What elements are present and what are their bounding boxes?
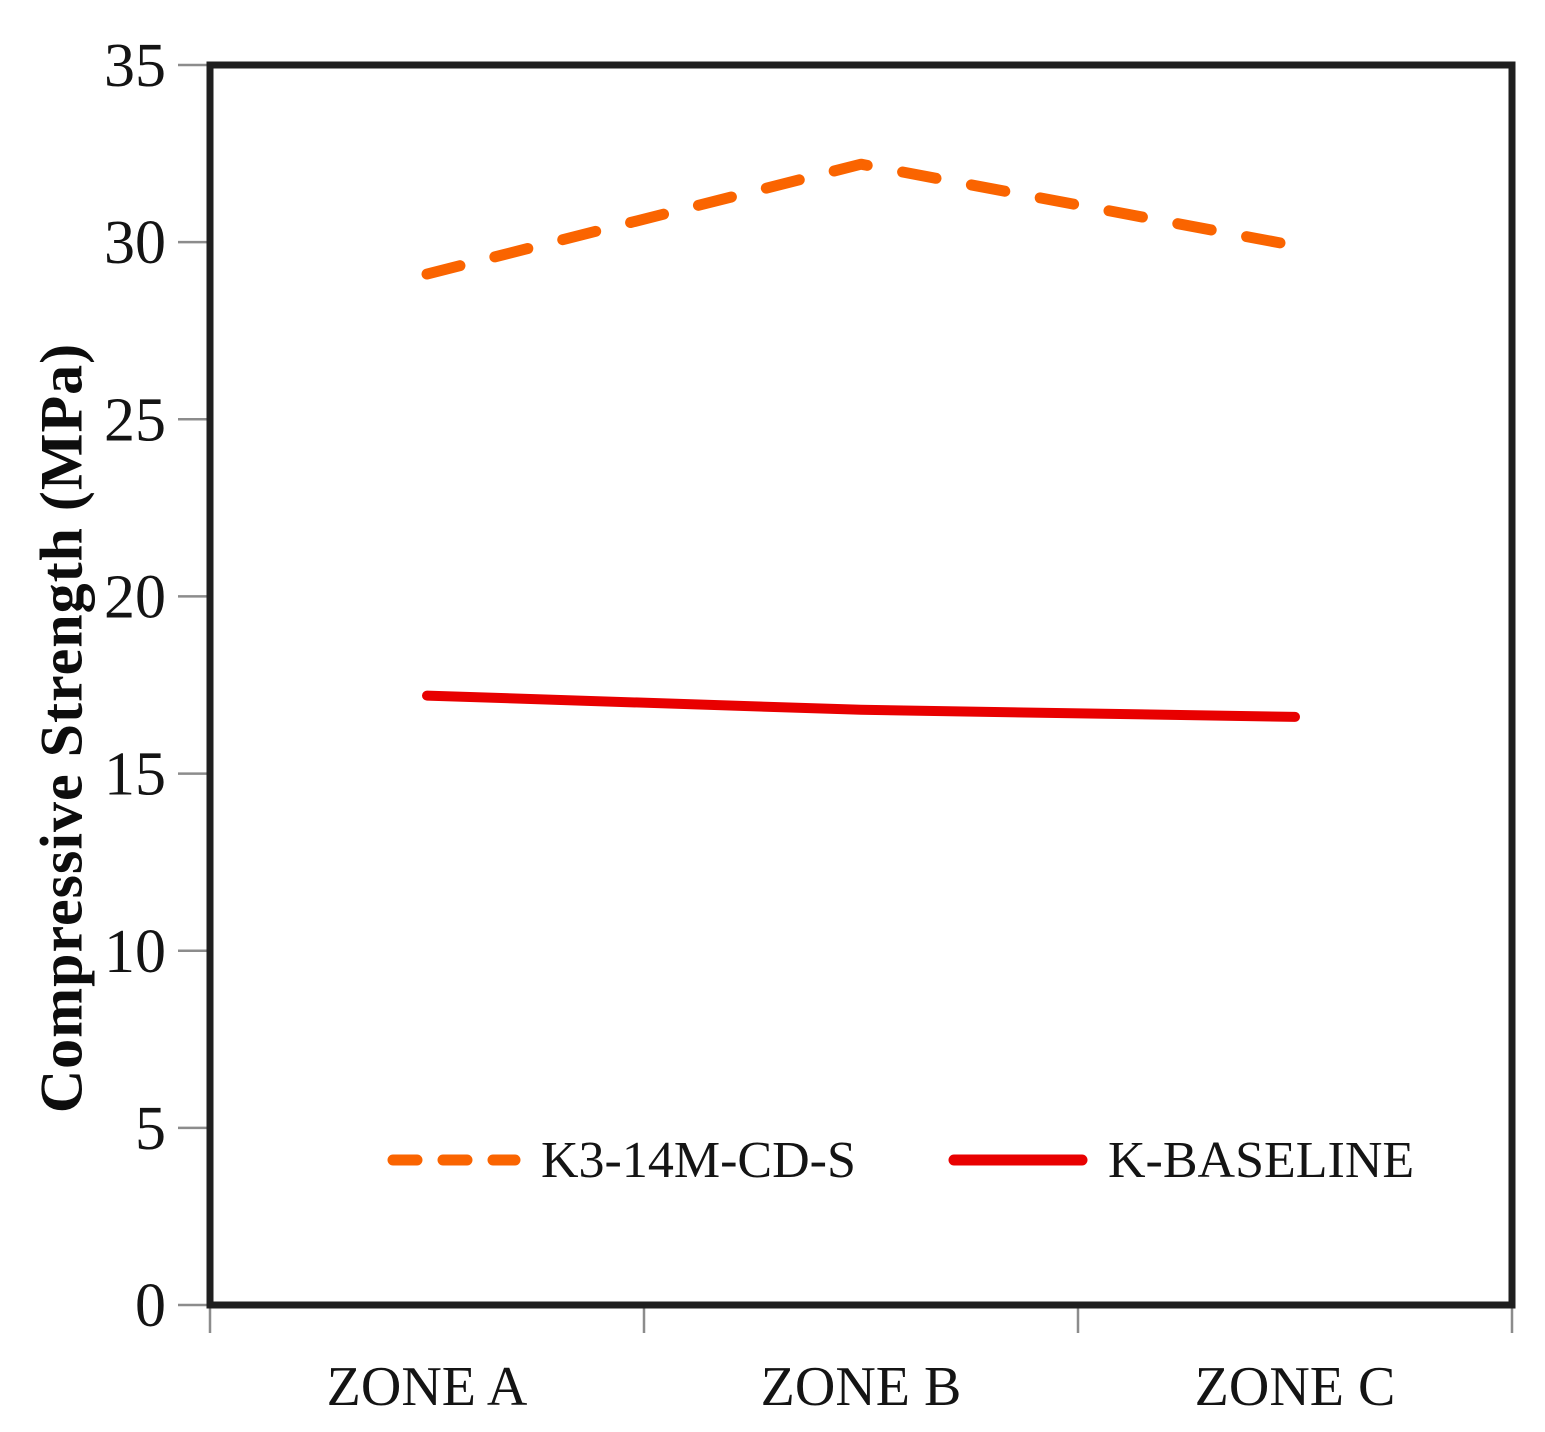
series-line-k3-14m-cd-s xyxy=(421,158,1301,280)
y-tick-label: 0 xyxy=(135,1272,166,1340)
y-tick-label: 35 xyxy=(104,32,166,100)
y-tick-label: 30 xyxy=(104,209,166,277)
x-category-label: ZONE C xyxy=(1195,1356,1396,1418)
y-tick-label: 5 xyxy=(135,1095,166,1163)
plot-frame xyxy=(206,61,1516,1309)
y-axis-title: Compressive Strength (MPa) xyxy=(28,342,95,1114)
y-tick-label: 20 xyxy=(104,564,166,632)
series-line-k-baseline xyxy=(422,690,1300,722)
y-tick-label: 15 xyxy=(104,741,166,809)
x-category-label: ZONE B xyxy=(761,1356,962,1418)
y-tick-label: 10 xyxy=(104,918,166,986)
x-category-label: ZONE A xyxy=(327,1356,528,1418)
y-tick-label: 25 xyxy=(104,386,166,454)
